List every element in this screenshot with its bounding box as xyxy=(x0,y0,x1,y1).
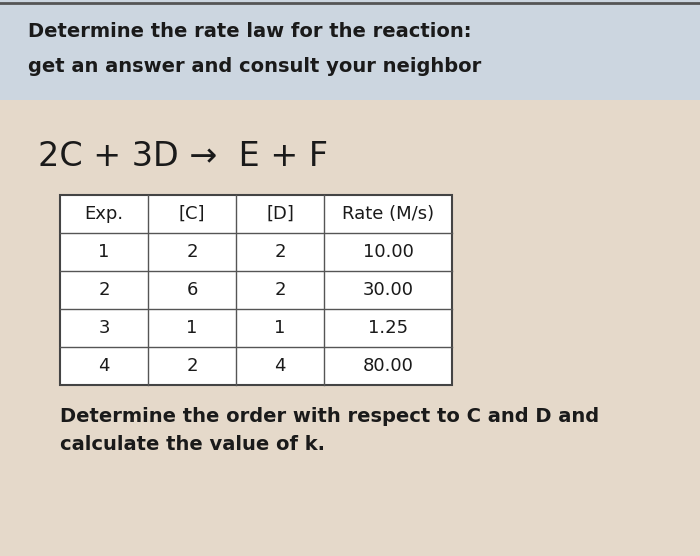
Text: 1: 1 xyxy=(274,319,286,337)
Text: 1.25: 1.25 xyxy=(368,319,408,337)
Text: Determine the rate law for the reaction:: Determine the rate law for the reaction: xyxy=(28,22,472,41)
Text: 2: 2 xyxy=(98,281,110,299)
Text: 4: 4 xyxy=(98,357,110,375)
Text: 1: 1 xyxy=(186,319,197,337)
Bar xyxy=(0,0,700,100)
Text: Rate (M/s): Rate (M/s) xyxy=(342,205,434,223)
Text: 2: 2 xyxy=(274,281,286,299)
Text: 2: 2 xyxy=(186,243,197,261)
Text: 6: 6 xyxy=(186,281,197,299)
Text: get an answer and consult your neighbor: get an answer and consult your neighbor xyxy=(28,57,482,76)
Bar xyxy=(60,195,452,385)
Text: calculate the value of k.: calculate the value of k. xyxy=(60,435,325,454)
Text: Exp.: Exp. xyxy=(85,205,124,223)
Text: 4: 4 xyxy=(274,357,286,375)
Text: 10.00: 10.00 xyxy=(363,243,414,261)
Text: 1: 1 xyxy=(98,243,110,261)
Text: Determine the order with respect to C and D and: Determine the order with respect to C an… xyxy=(60,407,599,426)
Text: 3: 3 xyxy=(98,319,110,337)
Text: [D]: [D] xyxy=(266,205,294,223)
Text: 30.00: 30.00 xyxy=(363,281,414,299)
Text: 2C + 3D →  E + F: 2C + 3D → E + F xyxy=(38,140,328,173)
Text: [C]: [C] xyxy=(178,205,205,223)
Text: 80.00: 80.00 xyxy=(363,357,414,375)
Text: 2: 2 xyxy=(274,243,286,261)
Text: 2: 2 xyxy=(186,357,197,375)
Bar xyxy=(60,195,452,385)
